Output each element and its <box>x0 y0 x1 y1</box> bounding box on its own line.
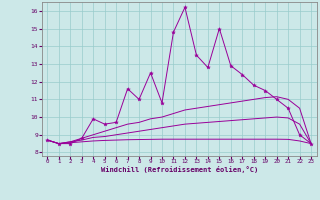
X-axis label: Windchill (Refroidissement éolien,°C): Windchill (Refroidissement éolien,°C) <box>100 166 258 173</box>
